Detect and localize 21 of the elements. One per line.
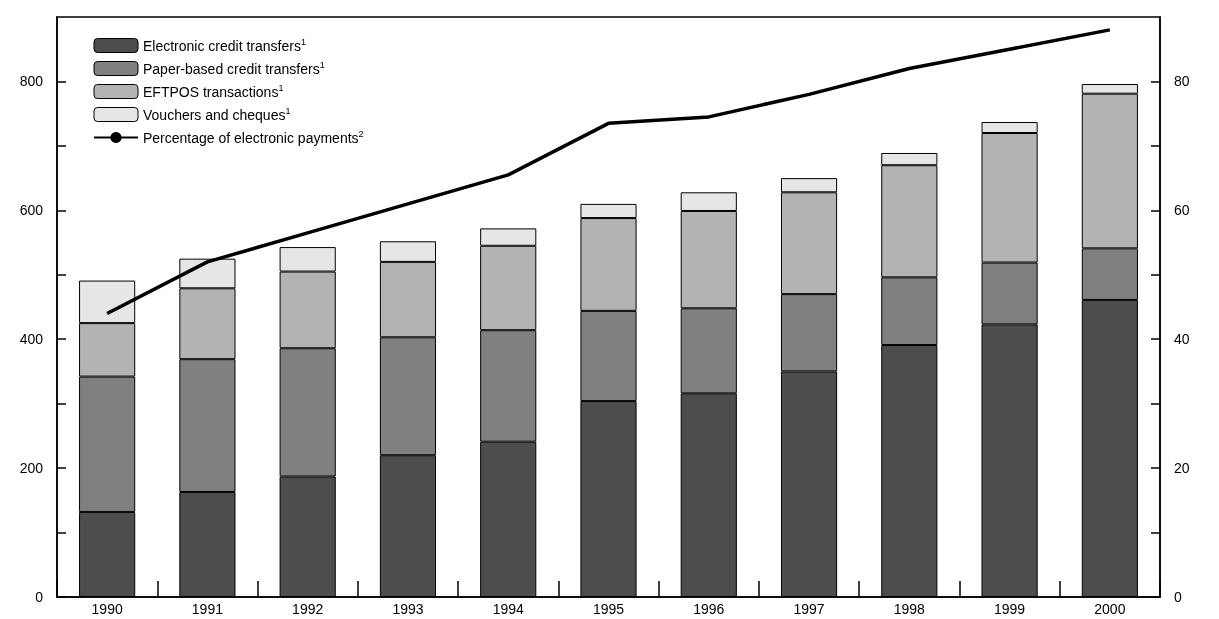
x-tick-label: 1995: [592, 601, 625, 617]
y-tick-label: 200: [19, 460, 44, 477]
y2-tick-label: 0: [1174, 589, 1182, 605]
x-tick-label: 1998: [893, 601, 926, 617]
x-tick-label: 1997: [793, 601, 825, 617]
x-tick-label: 1993: [392, 601, 424, 617]
y-tick-label: 800: [19, 73, 44, 90]
y-tick-label: 600: [19, 202, 44, 219]
x-tick-label: 1991: [191, 601, 224, 617]
y2-tick-label: 20: [1174, 460, 1190, 477]
x-tick-label: 1994: [492, 601, 525, 617]
x-tick-label: 1990: [91, 601, 123, 617]
y-tick-label: 0: [35, 589, 44, 605]
x-tick-label: 1996: [693, 601, 725, 617]
x-tick-label: 1992: [292, 601, 324, 617]
x-tick-label: 1999: [994, 601, 1026, 617]
y-tick-label: 400: [19, 331, 44, 348]
y2-tick-label: 80: [1174, 73, 1190, 90]
x-tick-label: 2000: [1094, 601, 1126, 617]
y2-tick-label: 40: [1174, 331, 1190, 348]
y2-tick-label: 60: [1174, 202, 1190, 219]
